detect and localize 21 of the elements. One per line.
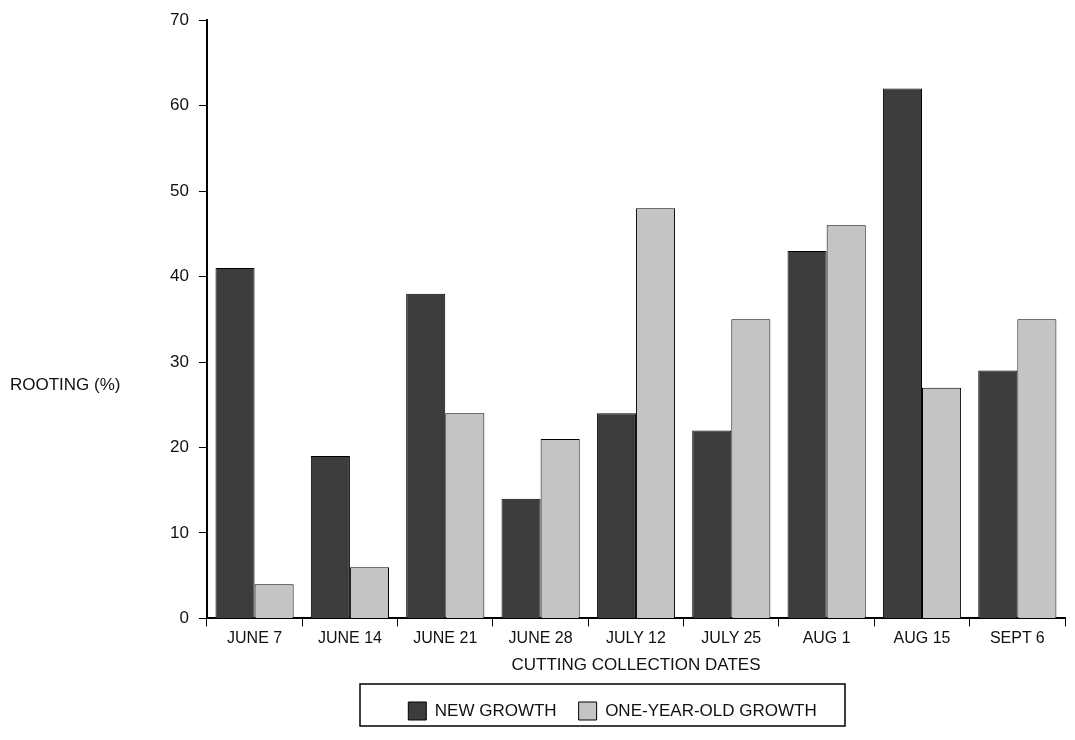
y-tick-label: 40: [169, 266, 189, 286]
y-tick-label: 20: [169, 437, 189, 457]
x-tick-label: JUNE 21: [413, 629, 478, 647]
y-tick-label: 30: [169, 351, 189, 371]
y-tick-label: 10: [169, 522, 189, 542]
y-tick-label: 70: [169, 9, 189, 29]
x-tick-label: JULY 25: [701, 629, 762, 647]
x-tick-label: JULY 12: [606, 629, 666, 647]
y-tick-label: 50: [169, 180, 189, 200]
y-axis-title: ROOTING (%): [10, 374, 121, 394]
x-tick-label: JUNE 14: [317, 629, 383, 647]
y-tick-label: 60: [169, 95, 189, 115]
legend-label: NEW GROWTH: [434, 700, 557, 720]
x-tick-label: JUNE 7: [227, 629, 283, 647]
x-axis-title: CUTTING COLLECTION DATES: [511, 655, 761, 675]
x-tick-label: SEPT 6: [989, 629, 1045, 647]
x-tick-label: AUG 1: [802, 629, 851, 647]
x-tick-label: AUG 15: [893, 629, 951, 647]
x-tick-label: JUNE 28: [508, 629, 573, 647]
legend-label: ONE-YEAR-OLD GROWTH: [605, 700, 817, 720]
y-tick-label: 0: [179, 608, 189, 628]
